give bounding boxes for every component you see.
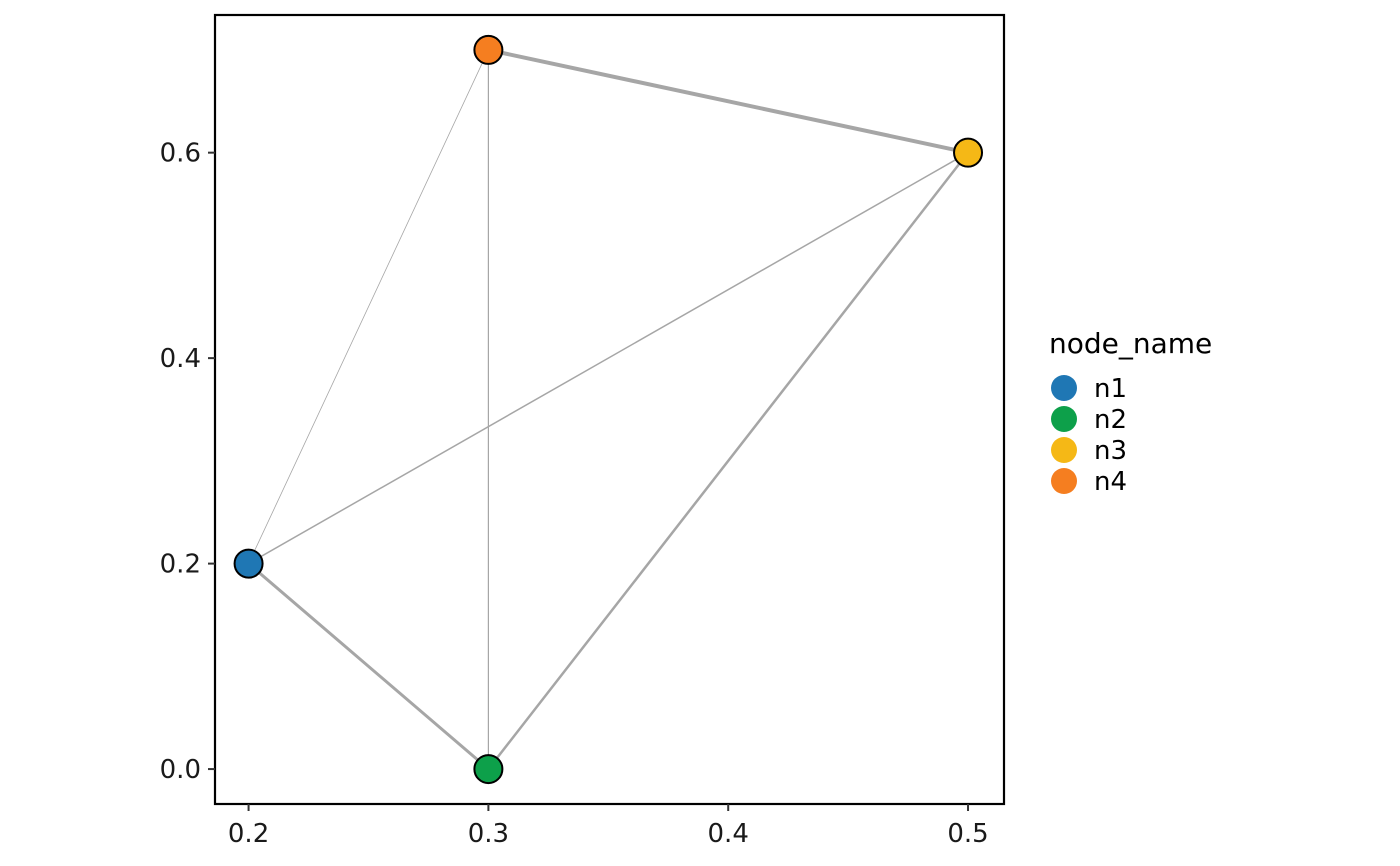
y-tick-label: 0.4: [160, 344, 201, 374]
legend-key-n2: [1051, 406, 1077, 432]
x-tick-label: 0.2: [228, 819, 269, 849]
legend-label-n3: n3: [1094, 436, 1127, 466]
x-tick-label: 0.5: [947, 819, 988, 849]
edge-n2-n3: [487, 151, 970, 771]
node-n2: [473, 754, 504, 785]
y-tick-label: 0.0: [160, 755, 201, 785]
edge-n1-n2: [247, 562, 490, 771]
node-n3: [953, 137, 984, 168]
edge-n1-n4: [248, 49, 489, 565]
node-n4: [473, 34, 504, 65]
y-tick-label: 0.2: [160, 550, 201, 580]
plot-panel-border: [213, 13, 1006, 806]
edge-n1-n3: [247, 151, 969, 565]
y-axis: 0.0 0.2 0.4 0.6: [160, 139, 215, 785]
y-tick-label: 0.6: [160, 139, 201, 169]
node-n1: [233, 548, 264, 579]
legend-label-n4: n4: [1094, 467, 1127, 497]
legend-key-n4: [1051, 468, 1077, 494]
legend-label-n1: n1: [1094, 374, 1127, 404]
legend-key-n3: [1051, 437, 1077, 463]
legend-title: node_name: [1049, 327, 1212, 360]
edge-n3-n4: [486, 47, 971, 155]
nodes-layer: [233, 34, 984, 785]
x-tick-label: 0.4: [708, 819, 749, 849]
x-axis: 0.2 0.3 0.4 0.5: [228, 804, 989, 849]
legend-label-n2: n2: [1094, 405, 1127, 435]
edges-layer: [247, 47, 971, 771]
x-tick-label: 0.3: [468, 819, 509, 849]
legend-key-n1: [1051, 375, 1077, 401]
